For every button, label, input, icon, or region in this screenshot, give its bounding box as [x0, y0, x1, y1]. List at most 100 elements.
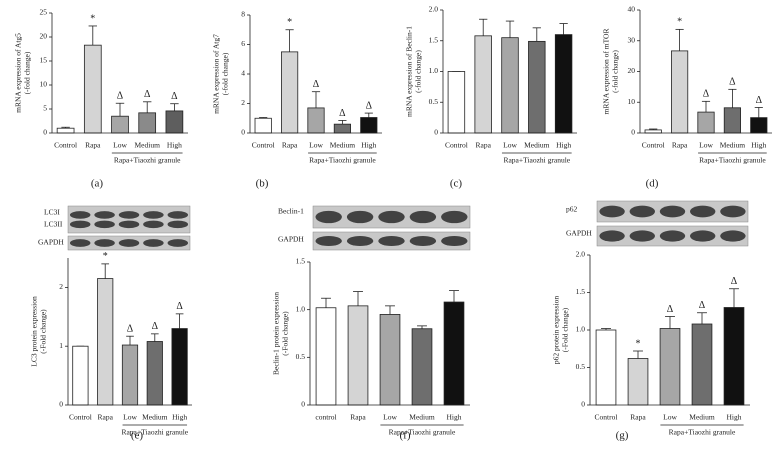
x-tick-label: Medium — [330, 141, 356, 150]
bar — [333, 123, 351, 134]
bar — [146, 341, 163, 406]
x-tick-label: High — [447, 413, 462, 422]
y-axis-label: (-Fold change) — [39, 309, 48, 354]
blot-band — [441, 210, 468, 224]
blot-label: LC3I — [44, 208, 60, 217]
x-tick-label: High — [167, 141, 182, 150]
bar — [360, 117, 378, 134]
y-tick-label: 1.0 — [296, 304, 306, 313]
significance-mark: * — [90, 13, 95, 24]
significance-mark: Δ — [117, 91, 124, 102]
bar — [750, 117, 768, 134]
y-axis-label: (-Fold change) — [281, 311, 290, 356]
blot-band — [378, 210, 405, 224]
chart-panel: control Rapa Low Medium High 0 0.5 1.0 1.5 Beclin… — [272, 205, 471, 442]
y-tick-label: 1 — [59, 341, 63, 350]
chart-panel: Control Rapa Low Medium High 0 0.5 1.0 1.5 2.0 mRN… — [405, 5, 577, 190]
y-tick-label: 1.0 — [576, 325, 586, 334]
x-tick-label: Medium — [689, 413, 715, 422]
y-tick-label: 1.5 — [576, 287, 586, 296]
bar — [72, 345, 89, 406]
y-axis-label: (-fold change) — [414, 50, 423, 93]
blot-band — [315, 210, 342, 224]
y-tick-label: 4 — [241, 69, 245, 78]
panel-label: (g) — [616, 430, 629, 442]
bar — [723, 307, 745, 406]
x-tick-label: Low — [123, 413, 137, 422]
blot-band — [346, 235, 374, 247]
bar — [528, 40, 546, 134]
y-axis-label: (-fold change) — [23, 51, 32, 94]
blot-band — [143, 211, 164, 219]
blot-band — [720, 205, 746, 218]
y-tick-label: 1.0 — [429, 66, 439, 75]
x-tick-label: Rapa — [630, 413, 646, 422]
x-tick-label: Low — [383, 413, 397, 422]
y-tick-label: 0.5 — [576, 362, 586, 371]
y-tick-label: 0 — [581, 400, 585, 409]
y-tick-label: 8 — [241, 10, 245, 19]
y-tick-label: 6 — [241, 39, 245, 48]
bar — [627, 358, 649, 406]
blot-band — [629, 205, 655, 218]
bar — [121, 344, 139, 406]
y-axis-label: p62 protein expression — [552, 296, 561, 365]
x-tick-label: Control — [595, 413, 618, 422]
y-axis-label: mRNA expression of Beclin-1 — [405, 26, 414, 117]
blot-band — [143, 239, 164, 247]
blot-band — [315, 235, 342, 247]
panel-label: (e) — [131, 430, 144, 442]
x-tick-label: Low — [113, 141, 127, 150]
blot-label: Beclin-1 — [278, 207, 304, 216]
bar — [595, 329, 617, 406]
x-tick-label: Medium — [409, 413, 435, 422]
y-tick-label: 2 — [241, 98, 245, 107]
bar — [111, 115, 129, 134]
blot-band — [69, 220, 91, 229]
bar — [56, 127, 75, 134]
bar — [138, 112, 157, 134]
group-label: Rapa+Tiaozhi granule — [121, 428, 188, 437]
x-tick-label: Medium — [524, 141, 550, 150]
significance-mark: Δ — [731, 276, 738, 287]
chart-panel: Control Rapa * Low Δ Medium Δ High Δ 0 2 4 6 8 mRNA ex… — [212, 10, 382, 190]
significance-mark: Δ — [144, 89, 151, 100]
y-tick-label: 15 — [40, 56, 48, 65]
blot-band — [167, 220, 189, 229]
significance-mark: Δ — [339, 108, 346, 119]
y-axis-label: mRNA expression of mTOR — [602, 29, 611, 115]
y-tick-label: 0 — [301, 400, 305, 409]
y-axis-label: Beclin-1 protein expression — [272, 292, 281, 375]
blot-band — [599, 230, 625, 242]
blot-band — [167, 211, 189, 219]
blot-band — [409, 210, 437, 224]
y-tick-label: 10 — [628, 97, 636, 106]
panel-label: (c) — [450, 178, 463, 190]
bar — [347, 305, 369, 406]
y-tick-label: 0 — [631, 128, 635, 137]
x-tick-label: Low — [503, 141, 517, 150]
blot-band — [118, 220, 140, 229]
x-tick-label: High — [751, 141, 766, 150]
x-tick-label: Rapa — [672, 141, 688, 150]
blot-band — [441, 235, 468, 247]
blot-label: p62 — [566, 205, 578, 214]
x-tick-label: Rapa — [282, 141, 298, 150]
y-axis-label: (-Fold change) — [561, 307, 570, 352]
bar — [171, 328, 188, 406]
y-tick-label: 2 — [59, 282, 63, 291]
chart-panel: Control Rapa * Low Δ Medium Δ High Δ 0 1 2 LC3 prote… — [30, 205, 192, 442]
y-tick-label: 25 — [40, 8, 48, 17]
blot-band — [409, 235, 437, 247]
y-tick-label: 20 — [40, 32, 48, 41]
blot-band — [69, 211, 91, 219]
blot-band — [94, 220, 115, 229]
y-tick-label: 0 — [241, 128, 245, 137]
x-tick-label: High — [172, 413, 187, 422]
y-tick-label: 0.5 — [296, 352, 306, 361]
blot-band — [94, 211, 115, 219]
bar — [411, 328, 433, 406]
x-tick-label: Low — [309, 141, 323, 150]
blot-band — [378, 235, 405, 247]
